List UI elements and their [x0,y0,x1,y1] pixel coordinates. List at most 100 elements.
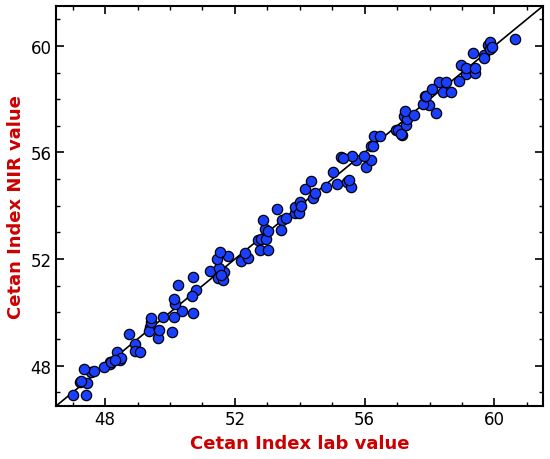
Point [344,177,353,185]
Point [153,335,162,342]
Point [214,265,223,273]
Point [346,184,355,191]
Point [76,377,85,385]
Point [348,152,356,160]
Point [410,112,419,120]
Point [488,44,497,51]
Point [189,274,197,281]
Point [427,87,436,94]
Point [262,236,271,243]
Point [213,256,222,263]
Point [337,154,345,161]
Point [434,79,443,87]
Point [480,55,488,62]
Point [470,65,479,72]
Point [510,36,519,43]
Point [295,209,304,217]
Point [296,203,305,211]
Point [447,89,455,96]
Point [277,217,286,224]
Point [311,190,320,197]
Point [367,143,376,151]
Point [79,366,88,373]
Point [480,52,488,59]
Point [169,313,178,321]
Point [256,236,265,243]
Point [117,355,125,362]
Point [402,117,411,124]
Point [86,369,95,376]
Point [258,217,267,224]
Point [469,50,477,57]
Point [360,153,368,160]
Point [392,127,400,134]
Point [191,287,200,294]
X-axis label: Cetan Index lab value: Cetan Index lab value [190,434,410,452]
Point [399,113,408,121]
Point [375,133,384,140]
Point [432,110,441,117]
Point [216,249,224,256]
Point [272,206,281,213]
Point [145,324,154,331]
Point [111,357,119,364]
Y-axis label: Cetan Index NIR value: Cetan Index NIR value [7,95,25,318]
Point [369,144,378,151]
Point [188,293,197,300]
Point [370,133,378,140]
Point [290,210,299,218]
Point [367,157,376,164]
Point [462,65,471,73]
Point [144,327,153,335]
Point [90,368,98,375]
Point [461,72,470,79]
Point [418,101,427,108]
Point [130,341,139,348]
Point [457,62,466,70]
Point [421,93,430,100]
Point [135,349,144,356]
Point [397,132,406,140]
Point [106,359,114,366]
Point [82,392,91,399]
Point [322,185,331,192]
Point [206,267,214,274]
Point [263,247,272,254]
Point [99,364,108,371]
Point [483,42,492,49]
Point [290,204,299,211]
Point [394,128,403,135]
Point [224,252,233,260]
Point [261,226,270,234]
Point [442,79,450,86]
Point [438,90,447,97]
Point [295,199,304,207]
Point [328,169,337,177]
Point [219,277,228,284]
Point [76,379,85,386]
Point [113,349,122,356]
Point [455,78,464,85]
Point [401,123,410,130]
Point [486,39,494,46]
Point [307,178,316,185]
Point [213,274,222,282]
Point [168,328,177,336]
Point [189,309,197,317]
Point [301,186,310,194]
Point [243,254,252,262]
Point [425,102,433,110]
Point [471,71,480,78]
Point [254,237,262,245]
Point [281,215,290,222]
Point [237,258,246,265]
Point [421,93,430,100]
Point [124,330,133,338]
Point [130,347,139,355]
Point [147,314,156,322]
Point [106,360,114,368]
Point [309,195,317,202]
Point [174,281,183,289]
Point [116,357,124,364]
Point [240,250,249,257]
